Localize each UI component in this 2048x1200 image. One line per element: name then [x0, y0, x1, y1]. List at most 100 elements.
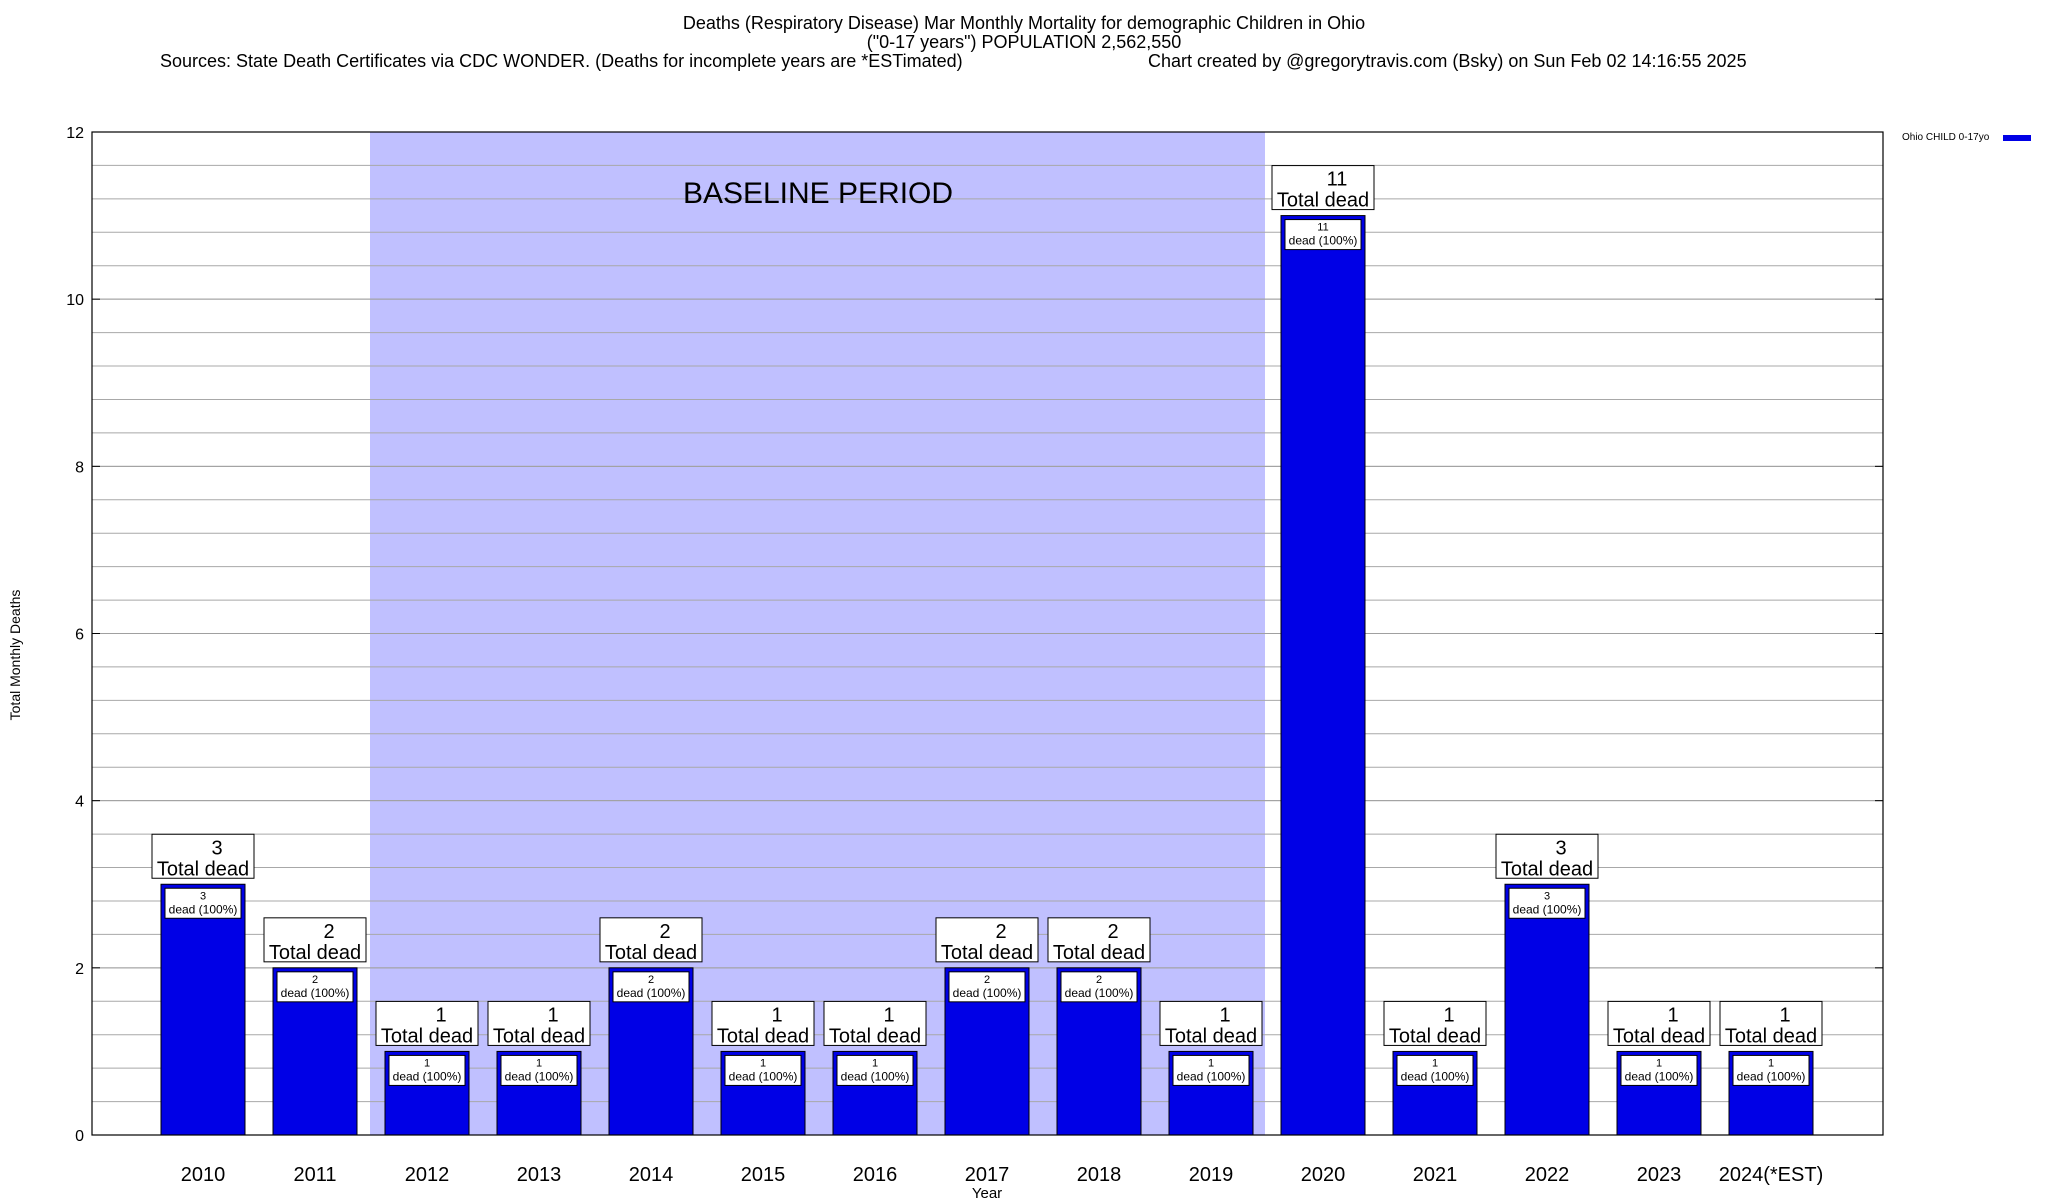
x-tick-label: 2024(*EST)	[1719, 1164, 1824, 1186]
page-title: Deaths (Respiratory Disease) Mar Monthly…	[0, 14, 2048, 52]
segment-label-box	[1396, 1054, 1474, 1086]
sources-line: Sources: State Death Certificates via CD…	[160, 51, 963, 71]
segment-label-box	[1284, 219, 1362, 251]
y-tick-label: 0	[75, 1128, 84, 1145]
total-label-text: Total dead	[1501, 858, 1593, 880]
segment-label-box	[1508, 887, 1586, 919]
chart-credit: Chart created by @gregorytravis.com (Bsk…	[1148, 51, 1747, 71]
title-line-2: ("0-17 years") POPULATION 2,562,550	[866, 32, 1182, 52]
total-label-text: Total dead	[269, 942, 361, 964]
total-label-text: Total dead	[493, 1025, 585, 1047]
segment-label-box	[1172, 1054, 1250, 1086]
legend: Ohio CHILD 0-17yo	[1902, 132, 2031, 143]
x-tick-label: 2020	[1301, 1164, 1346, 1186]
segment-label-count: 1	[1432, 1057, 1438, 1069]
segment-label-text: dead (100%)	[1177, 1069, 1246, 1083]
segment-label-count: 2	[1096, 974, 1102, 986]
legend-swatch	[2003, 135, 2031, 141]
total-label-count: 1	[1219, 1004, 1230, 1026]
y-tick-label: 12	[66, 125, 84, 142]
total-label-count: 1	[435, 1004, 446, 1026]
segment-label-box	[1732, 1054, 1810, 1086]
total-label-count: 11	[1327, 169, 1348, 191]
total-label-text: Total dead	[381, 1025, 473, 1047]
segment-label-count: 3	[200, 890, 206, 902]
segment-label-box	[1060, 971, 1138, 1003]
x-tick-label: 2017	[965, 1164, 1010, 1186]
segment-label-count: 1	[872, 1057, 878, 1069]
total-label-text: Total dead	[717, 1025, 809, 1047]
total-label-count: 1	[547, 1004, 558, 1026]
segment-label-box	[164, 887, 242, 919]
segment-label-box	[612, 971, 690, 1003]
y-tick-label: 4	[75, 794, 84, 811]
segment-label-text: dead (100%)	[841, 1069, 910, 1083]
total-label-box	[1159, 1000, 1263, 1046]
bar-2020	[1280, 215, 1366, 1136]
segment-label-box	[948, 971, 1026, 1003]
x-tick-label: 2016	[853, 1164, 898, 1186]
segment-label-text: dead (100%)	[1065, 986, 1134, 1000]
segment-label-text: dead (100%)	[393, 1069, 462, 1083]
total-label-count: 2	[995, 921, 1006, 943]
total-label-count: 1	[1779, 1004, 1790, 1026]
segment-label-text: dead (100%)	[1625, 1069, 1694, 1083]
x-tick-label: 2019	[1189, 1164, 1234, 1186]
segment-label-box	[836, 1054, 914, 1086]
total-label-count: 3	[211, 837, 222, 859]
x-tick-label: 2018	[1077, 1164, 1122, 1186]
total-label-count: 1	[883, 1004, 894, 1026]
segment-label-text: dead (100%)	[1737, 1069, 1806, 1083]
segment-label-box	[724, 1054, 802, 1086]
total-label-box	[1719, 1000, 1823, 1046]
segment-label-count: 1	[1768, 1057, 1774, 1069]
x-tick-label: 2013	[517, 1164, 562, 1186]
segment-label-box	[388, 1054, 466, 1086]
segment-label-count: 2	[984, 974, 990, 986]
segment-label-count: 1	[536, 1057, 542, 1069]
total-label-text: Total dead	[605, 942, 697, 964]
total-label-text: Total dead	[1277, 190, 1369, 212]
total-label-box	[1271, 165, 1375, 211]
y-tick-label: 8	[75, 459, 84, 476]
x-tick-label: 2015	[741, 1164, 786, 1186]
total-label-box	[711, 1000, 815, 1046]
segment-label-text: dead (100%)	[953, 986, 1022, 1000]
segment-label-count: 11	[1317, 222, 1328, 234]
baseline-period-label: BASELINE PERIOD	[683, 177, 953, 210]
total-label-text: Total dead	[1165, 1025, 1257, 1047]
total-label-box	[487, 1000, 591, 1046]
total-label-count: 2	[659, 921, 670, 943]
total-label-box	[823, 1000, 927, 1046]
x-tick-label: 2014	[629, 1164, 674, 1186]
total-label-count: 1	[1443, 1004, 1454, 1026]
total-label-box	[1607, 1000, 1711, 1046]
total-label-text: Total dead	[1725, 1025, 1817, 1047]
segment-label-box	[500, 1054, 578, 1086]
segment-label-count: 2	[312, 974, 318, 986]
bar-2022	[1504, 883, 1590, 1136]
total-label-text: Total dead	[1389, 1025, 1481, 1047]
title-line-1: Deaths (Respiratory Disease) Mar Monthly…	[682, 13, 1366, 33]
segment-label-text: dead (100%)	[617, 986, 686, 1000]
x-tick-label: 2023	[1637, 1164, 1682, 1186]
segment-label-text: dead (100%)	[1513, 902, 1582, 916]
total-label-count: 1	[771, 1004, 782, 1026]
x-tick-label: 2022	[1525, 1164, 1570, 1186]
total-label-count: 1	[1667, 1004, 1678, 1026]
segment-label-text: dead (100%)	[505, 1069, 574, 1083]
total-label-text: Total dead	[1053, 942, 1145, 964]
segment-label-text: dead (100%)	[729, 1069, 798, 1083]
segment-label-count: 3	[1544, 890, 1550, 902]
segment-label-count: 1	[760, 1057, 766, 1069]
bar-2010	[160, 883, 246, 1136]
total-label-text: Total dead	[941, 942, 1033, 964]
y-tick-label: 6	[75, 627, 84, 644]
segment-label-box	[1620, 1054, 1698, 1086]
total-label-count: 2	[1107, 921, 1118, 943]
segment-label-box	[276, 971, 354, 1003]
segment-label-count: 1	[1656, 1057, 1662, 1069]
total-label-box	[1383, 1000, 1487, 1046]
x-tick-label: 2021	[1413, 1164, 1458, 1186]
